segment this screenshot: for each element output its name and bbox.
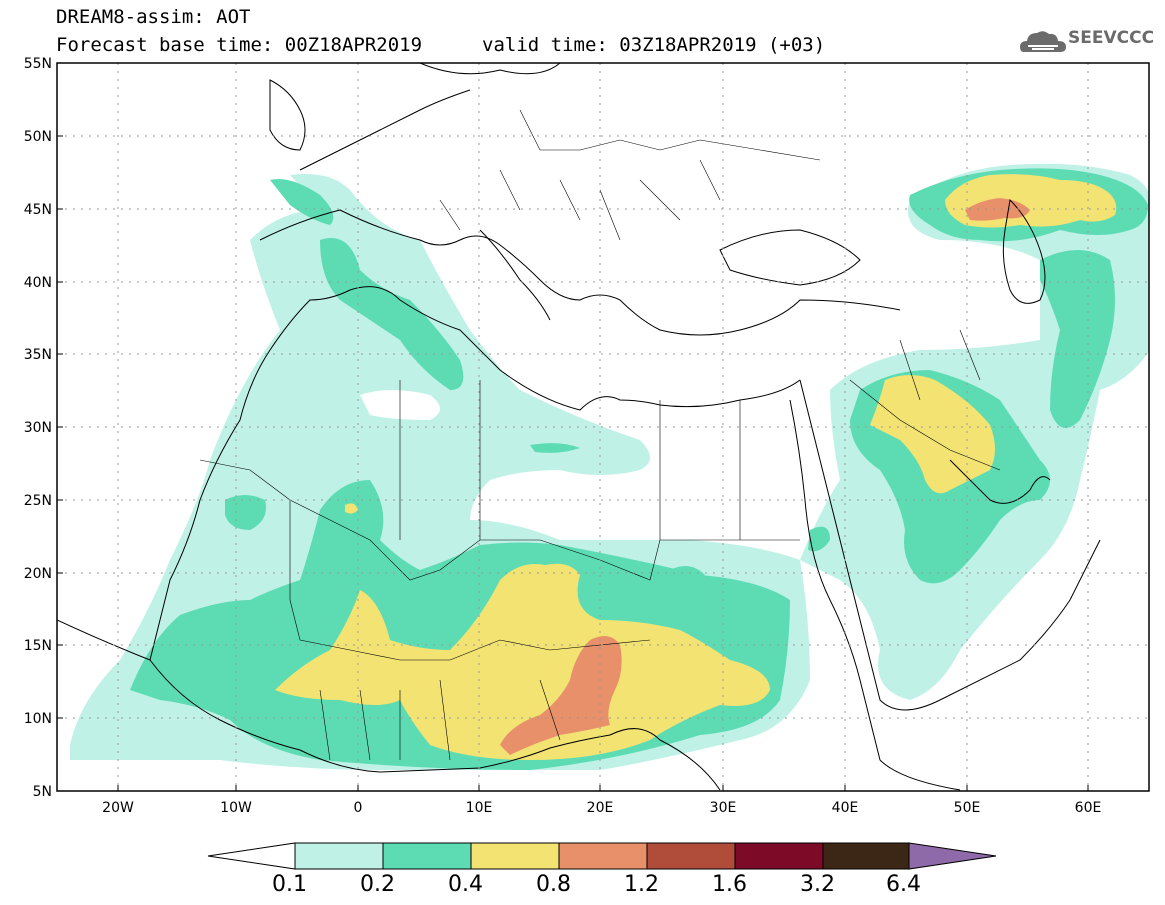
colorbar-swatch-1 xyxy=(382,842,472,870)
lat-label: 15N xyxy=(24,638,52,654)
lat-labels: 55N 50N 45N 40N 35N 30N 25N 20N 15N 10N … xyxy=(24,56,52,800)
lon-label: 0 xyxy=(354,800,363,816)
lat-label: 40N xyxy=(24,275,52,291)
lat-label: 55N xyxy=(24,56,52,72)
lat-label: 35N xyxy=(24,347,52,363)
lat-label: 25N xyxy=(24,493,52,509)
colorbar-label: 0.8 xyxy=(536,872,571,897)
colorbar-label: 0.4 xyxy=(448,872,483,897)
colorbar-swatch-4 xyxy=(646,842,736,870)
lat-label: 20N xyxy=(24,566,52,582)
lon-label: 20W xyxy=(102,800,134,816)
lat-label: 10N xyxy=(24,711,52,727)
lon-label: 10W xyxy=(220,800,252,816)
colorbar-label: 0.2 xyxy=(360,872,395,897)
colorbar-swatch-0 xyxy=(294,842,384,870)
colorbar-max-arrow xyxy=(908,842,997,870)
colorbar-swatch-5 xyxy=(734,842,824,870)
colorbar-swatch-2 xyxy=(470,842,560,870)
lat-label: 30N xyxy=(24,420,52,436)
lon-labels: 20W 10W 0 10E 20E 30E 40E 50E 60E xyxy=(102,800,1101,816)
colorbar-label: 6.4 xyxy=(886,872,921,897)
colorbar xyxy=(207,842,997,870)
colorbar-min-arrow xyxy=(207,842,296,870)
lon-label: 60E xyxy=(1075,800,1102,816)
lat-label: 50N xyxy=(24,129,52,145)
lon-label: 40E xyxy=(832,800,859,816)
colorbar-label: 1.2 xyxy=(624,872,659,897)
lon-label: 10E xyxy=(466,800,493,816)
colorbar-label: 3.2 xyxy=(800,872,835,897)
lon-label: 20E xyxy=(587,800,614,816)
colorbar-label: 1.6 xyxy=(712,872,747,897)
cloud-logo-icon xyxy=(1020,31,1066,52)
forecast-base-time: Forecast base time: 00Z18APR2019 xyxy=(56,34,423,56)
lon-label: 50E xyxy=(954,800,981,816)
colorbar-swatch-3 xyxy=(558,842,648,870)
coastlines xyxy=(57,63,1101,791)
logo-text: SEEVCCC xyxy=(1068,28,1155,48)
colorbar-label: 0.1 xyxy=(272,872,307,897)
lat-label: 45N xyxy=(24,202,52,218)
map-title: DREAM8-assim: AOT xyxy=(56,6,251,28)
lat-label: 5N xyxy=(33,784,52,800)
axis-ticks xyxy=(57,62,1089,792)
valid-time: valid time: 03Z18APR2019 (+03) xyxy=(482,34,826,56)
lon-label: 30E xyxy=(710,800,737,816)
graticule xyxy=(57,63,1149,791)
country-borders xyxy=(199,109,1001,761)
colorbar-swatch-6 xyxy=(822,842,910,870)
